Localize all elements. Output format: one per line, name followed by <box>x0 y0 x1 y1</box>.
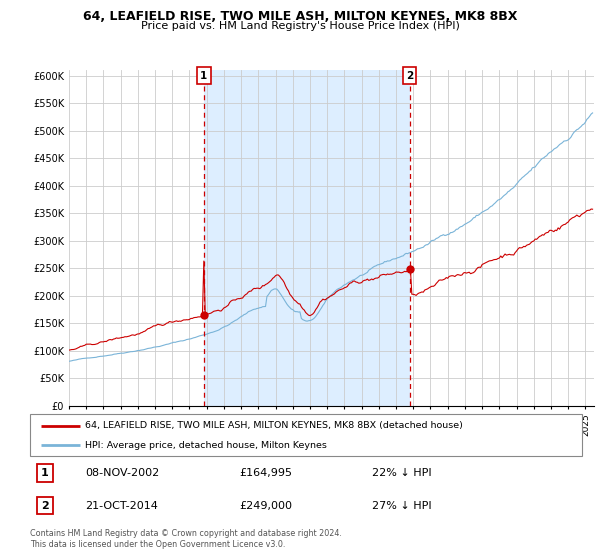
Text: Contains HM Land Registry data © Crown copyright and database right 2024.
This d: Contains HM Land Registry data © Crown c… <box>30 529 342 549</box>
Text: 22% ↓ HPI: 22% ↓ HPI <box>372 468 432 478</box>
Text: 21-OCT-2014: 21-OCT-2014 <box>85 501 158 511</box>
FancyBboxPatch shape <box>30 414 582 456</box>
Text: 08-NOV-2002: 08-NOV-2002 <box>85 468 160 478</box>
Text: 27% ↓ HPI: 27% ↓ HPI <box>372 501 432 511</box>
Text: 64, LEAFIELD RISE, TWO MILE ASH, MILTON KEYNES, MK8 8BX (detached house): 64, LEAFIELD RISE, TWO MILE ASH, MILTON … <box>85 421 463 430</box>
Text: £249,000: £249,000 <box>240 501 293 511</box>
Text: 1: 1 <box>41 468 49 478</box>
Text: HPI: Average price, detached house, Milton Keynes: HPI: Average price, detached house, Milt… <box>85 441 327 450</box>
Text: 2: 2 <box>406 71 413 81</box>
Text: 64, LEAFIELD RISE, TWO MILE ASH, MILTON KEYNES, MK8 8BX: 64, LEAFIELD RISE, TWO MILE ASH, MILTON … <box>83 10 517 23</box>
Text: 2: 2 <box>41 501 49 511</box>
Text: Price paid vs. HM Land Registry's House Price Index (HPI): Price paid vs. HM Land Registry's House … <box>140 21 460 31</box>
Text: 1: 1 <box>200 71 208 81</box>
Bar <box>204 70 410 406</box>
Text: £164,995: £164,995 <box>240 468 293 478</box>
